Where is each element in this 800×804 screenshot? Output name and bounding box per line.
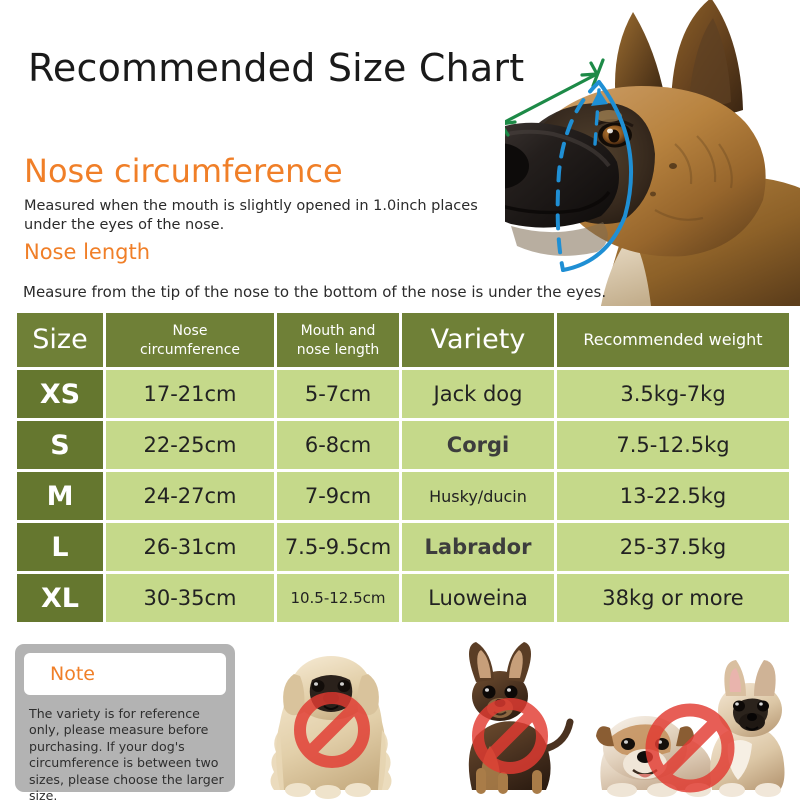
column-header-size: Size [17, 313, 103, 367]
cell-nose-circumference: 22-25cm [106, 421, 274, 469]
cell-variety: Luoweina [402, 574, 554, 622]
german-shepherd-head-photo [505, 0, 800, 306]
nose-circumference-heading: Nose circumference [24, 152, 343, 190]
cell-variety: Jack dog [402, 370, 554, 418]
column-header-nose-circumference: Nose circumference [106, 313, 274, 367]
table-header-row: Size Nose circumference Mouth and nose l… [17, 313, 789, 367]
prohibition-sign-icon [294, 692, 370, 768]
cell-mouth-nose-length: 5-7cm [277, 370, 399, 418]
cell-size: L [17, 523, 103, 571]
table-row: XS 17-21cm 5-7cm Jack dog 3.5kg-7kg [17, 370, 789, 418]
note-body-text: The variety is for reference only, pleas… [29, 706, 224, 804]
cell-recommended-weight: 13-22.5kg [557, 472, 789, 520]
cell-recommended-weight: 38kg or more [557, 574, 789, 622]
cell-recommended-weight: 3.5kg-7kg [557, 370, 789, 418]
prohibition-sign-icon [472, 698, 548, 774]
cell-variety: Husky/ducin [402, 472, 554, 520]
cell-variety: Corgi [402, 421, 554, 469]
table-row: S 22-25cm 6-8cm Corgi 7.5-12.5kg [17, 421, 789, 469]
cell-mouth-nose-length: 7.5-9.5cm [277, 523, 399, 571]
cell-size: M [17, 472, 103, 520]
cell-mouth-nose-length: 6-8cm [277, 421, 399, 469]
nose-length-arrow-annotation [505, 58, 605, 137]
cell-recommended-weight: 25-37.5kg [557, 523, 789, 571]
cell-nose-circumference: 30-35cm [106, 574, 274, 622]
cell-recommended-weight: 7.5-12.5kg [557, 421, 789, 469]
prohibition-sign-icon [645, 703, 735, 793]
cell-size: XS [17, 370, 103, 418]
cell-nose-circumference: 24-27cm [106, 472, 274, 520]
note-panel: Note The variety is for reference only, … [15, 644, 235, 803]
column-header-recommended-weight: Recommended weight [557, 313, 789, 367]
cell-nose-circumference: 26-31cm [106, 523, 274, 571]
page-title: Recommended Size Chart [28, 46, 525, 90]
table-row: XL 30-35cm 10.5-12.5cm Luoweina 38kg or … [17, 574, 789, 622]
measurement-illustration [505, 0, 800, 306]
nose-circumference-description: Measured when the mouth is slightly open… [24, 198, 478, 233]
cell-variety: Labrador [402, 523, 554, 571]
cell-mouth-nose-length: 7-9cm [277, 472, 399, 520]
column-header-mouth-nose-length: Mouth and nose length [277, 313, 399, 367]
nose-length-description: Measure from the tip of the nose to the … [23, 283, 607, 301]
size-chart-table: Size Nose circumference Mouth and nose l… [14, 310, 792, 625]
nose-length-heading: Nose length [24, 240, 151, 264]
table-row: L 26-31cm 7.5-9.5cm Labrador 25-37.5kg [17, 523, 789, 571]
unsuitable-breeds-illustration [250, 640, 800, 800]
cell-size: S [17, 421, 103, 469]
nose-circumference-ellipse-annotation [555, 80, 634, 272]
cell-mouth-nose-length: 10.5-12.5cm [277, 574, 399, 622]
table-row: M 24-27cm 7-9cm Husky/ducin 13-22.5kg [17, 472, 789, 520]
note-header: Note [24, 653, 226, 695]
column-header-variety: Variety [402, 313, 554, 367]
note-title: Note [50, 663, 95, 685]
cell-nose-circumference: 17-21cm [106, 370, 274, 418]
cell-size: XL [17, 574, 103, 622]
